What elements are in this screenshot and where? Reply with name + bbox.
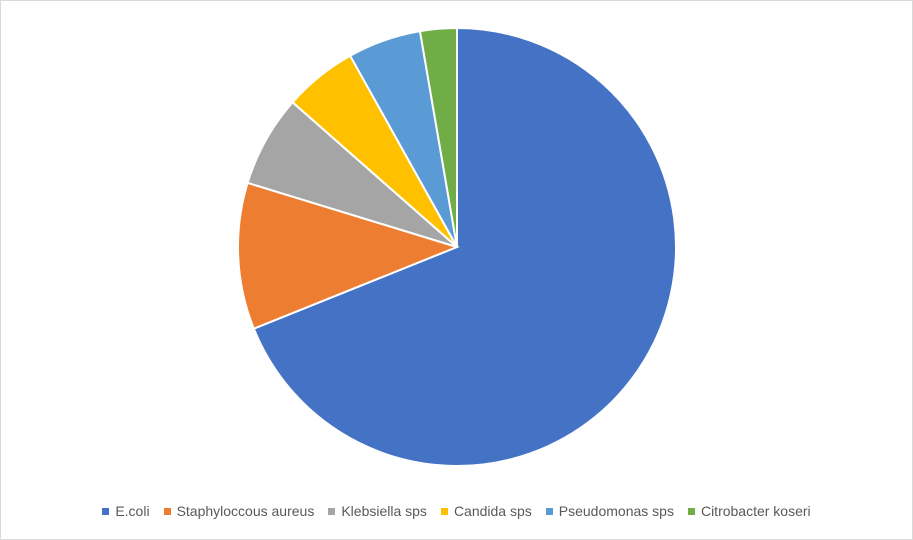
legend-label: Citrobacter koseri [700,503,811,519]
legend-label: Pseudomonas sps [558,503,674,519]
legend-swatch [687,507,695,515]
legend-item: Klebsiella sps [328,503,427,519]
legend-item: E.coli [102,503,150,519]
pie-slice-citrobacter-koseri [418,26,458,248]
legend-swatch [102,507,110,515]
pie-slice-staphyloccous-aureus [237,181,460,330]
legend-item: Pseudomonas sps [545,503,674,519]
legend-swatch [328,507,336,515]
legend-swatch [163,507,171,515]
pie-slice-e-coli [252,26,677,467]
legend-label: Candida sps [453,503,532,519]
legend-label: Klebsiella sps [341,503,427,519]
legend-swatch [545,507,553,515]
legend-item: Candida sps [440,503,532,519]
legend-item: Staphyloccous aureus [163,503,315,519]
legend-label: Staphyloccous aureus [176,503,315,519]
legend-swatch [440,507,448,515]
legend-item: Citrobacter koseri [687,503,811,519]
legend-label: E.coli [115,503,150,519]
legend: E.coli Staphyloccous aureus Klebsiella sps… [1,503,912,519]
